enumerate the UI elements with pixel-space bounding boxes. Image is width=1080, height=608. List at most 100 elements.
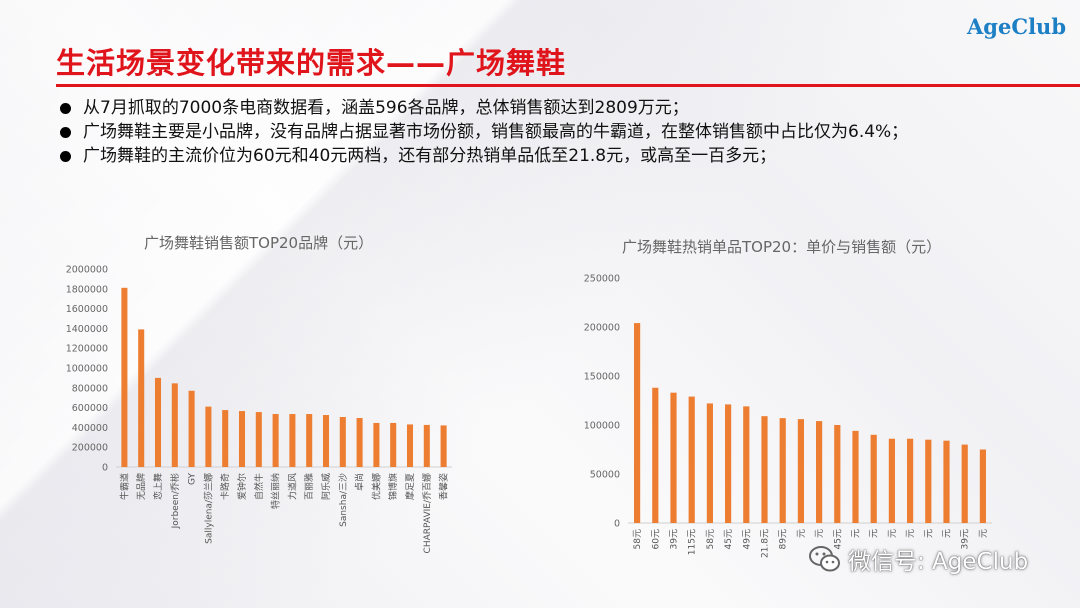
- chart1-category-label: 力道风: [286, 473, 298, 500]
- chart2-bar: [907, 438, 914, 523]
- title-underline: [56, 84, 1080, 87]
- wechat-icon: [809, 546, 840, 572]
- chart1-bar: [171, 383, 178, 467]
- chart2-category-label: 39元: [670, 529, 680, 549]
- chart1-bar: [255, 412, 262, 467]
- chart1-ytick-label: 200000: [72, 443, 108, 454]
- chart1-ytick-label: 400000: [72, 423, 108, 434]
- chart1-bar: [390, 422, 397, 467]
- chart1-ytick-label: 2000000: [66, 265, 108, 276]
- chart2-bar: [706, 403, 713, 523]
- bullet-text: 广场舞鞋的主流价位为60元和40元两档，还有部分热销单品低至21.8元，或高至一…: [83, 146, 777, 166]
- chart2-bar: [816, 421, 823, 523]
- chart1-bar: [188, 390, 195, 467]
- chart2-category-label: 元: [797, 529, 807, 538]
- chart2-bar: [688, 396, 695, 523]
- chart1-category-label: 香馨姿: [438, 473, 450, 500]
- chart1-category-label: Sallylena/莎兰娜: [202, 473, 214, 544]
- chart2-category-label: 元: [906, 529, 916, 538]
- chart2-ytick-label: 250000: [584, 274, 620, 285]
- chart2-bar: [979, 449, 986, 523]
- chart1-bar: [272, 414, 279, 467]
- chart2-category-label: 元: [852, 529, 862, 538]
- chart1-ytick-label: 1600000: [66, 304, 108, 315]
- chart2-bar: [634, 323, 641, 523]
- bullet-text: 从7月抓取的7000条电商数据看，涵盖596各品牌，总体销售额达到2809万元；: [83, 98, 689, 118]
- chart2-bar: [888, 438, 895, 523]
- chart2-category-label: 元: [924, 529, 934, 538]
- bullet-dot-icon: [60, 127, 71, 138]
- chart1-category-label: 锦博旗: [387, 473, 399, 500]
- chart2-bar: [834, 425, 841, 523]
- chart2-category-label: 58元: [633, 529, 643, 549]
- chart1-bar: [423, 424, 430, 467]
- chart2-bar: [743, 406, 750, 523]
- chart1-category-label: GY: [188, 473, 198, 486]
- chart2-bar: [961, 444, 968, 523]
- bullet-text: 广场舞鞋主要是小品牌，没有品牌占据显著市场份额，销售额最高的牛霸道，在整体销售额…: [83, 122, 909, 142]
- chart1-title: 广场舞鞋销售额TOP20品牌（元）: [144, 234, 374, 252]
- chart1-category-label: 优美娜: [370, 473, 382, 500]
- chart1-category-label: 爱钟尔: [236, 473, 248, 500]
- chart1-ytick-label: 800000: [72, 383, 108, 394]
- chart2-ytick-label: 100000: [584, 421, 620, 432]
- chart1-bar: [205, 406, 212, 467]
- chart1-ytick-label: 1800000: [66, 284, 108, 295]
- chart2-bar: [852, 430, 859, 523]
- ageclub-logo: AgeClub: [967, 14, 1066, 39]
- chart1-category-label: Sansha/三沙: [338, 473, 349, 527]
- chart2-category-label: 115元: [688, 529, 698, 555]
- chart1-bar: [222, 410, 229, 467]
- chart1-category-label: 卓尚: [354, 473, 366, 491]
- chart1-category-label: 卡路奇: [219, 473, 231, 500]
- chart2-bar: [797, 419, 804, 523]
- chart2-category-label: 49元: [742, 529, 752, 549]
- chart1-category-label: CHARPAVIE/乔百娜: [421, 473, 433, 553]
- chart2-bar: [925, 439, 932, 523]
- chart2-category-label: 39元: [961, 529, 971, 549]
- chart2-bar: [725, 404, 732, 523]
- bullet-dot-icon: [60, 103, 71, 114]
- chart1-category-label: 摩足夏: [404, 473, 416, 500]
- chart2-bar: [761, 416, 768, 523]
- chart2-category-label: 45元: [724, 529, 734, 549]
- chart2-category-label: 45元: [833, 529, 843, 549]
- chart2-bar: [670, 392, 677, 523]
- chart2-bar: [870, 434, 877, 523]
- chart1-bar: [339, 417, 346, 467]
- chart2-category-label: 元: [943, 529, 953, 538]
- chart1-bar: [356, 417, 363, 467]
- page-title: 生活场景变化带来的需求——广场舞鞋: [56, 46, 567, 80]
- chart1-ytick-label: 1000000: [66, 364, 108, 375]
- bullet-item: 广场舞鞋的主流价位为60元和40元两档，还有部分热销单品低至21.8元，或高至一…: [60, 144, 1020, 168]
- chart1-bar: [289, 414, 296, 467]
- chart2-ytick-label: 150000: [584, 372, 620, 383]
- chart1-category-label: Jorbeen/乔彬: [169, 473, 181, 529]
- chart1-ytick-label: 0: [102, 463, 108, 474]
- chart1-bar: [138, 329, 145, 467]
- chart2-ytick-label: 0: [614, 519, 620, 530]
- chart2-category-label: 元: [979, 529, 989, 538]
- bullet-item: 从7月抓取的7000条电商数据看，涵盖596各品牌，总体销售额达到2809万元；: [60, 96, 1020, 120]
- chart1-category-label: 特丝丽纳: [270, 473, 282, 509]
- wechat-watermark: 微信号: AgeClub: [808, 542, 1028, 576]
- chart1-bar: [406, 424, 414, 467]
- chart2-category-label: 60元: [651, 529, 661, 549]
- chart1-bar: [306, 414, 313, 467]
- chart2-category-label: 21.8元: [761, 529, 771, 558]
- chart1-bar: [121, 287, 128, 467]
- chart2-ytick-label: 50000: [590, 470, 620, 481]
- chart1-ytick-label: 1400000: [66, 324, 108, 335]
- chart1-category-label: 百丽雅: [303, 473, 315, 500]
- chart2-ytick-label: 200000: [584, 323, 620, 334]
- chart2-bar: [779, 418, 786, 523]
- chart2-category-label: 元: [888, 529, 898, 538]
- chart1-category-label: 牛霸道: [118, 473, 130, 500]
- chart2-category-label: 89元: [779, 529, 789, 549]
- bullet-dot-icon: [60, 151, 71, 162]
- chart1-category-label: 自然牛: [253, 473, 265, 500]
- chart1-ytick-label: 600000: [72, 403, 108, 414]
- chart2-bar: [943, 440, 950, 523]
- chart1-bar: [440, 425, 447, 467]
